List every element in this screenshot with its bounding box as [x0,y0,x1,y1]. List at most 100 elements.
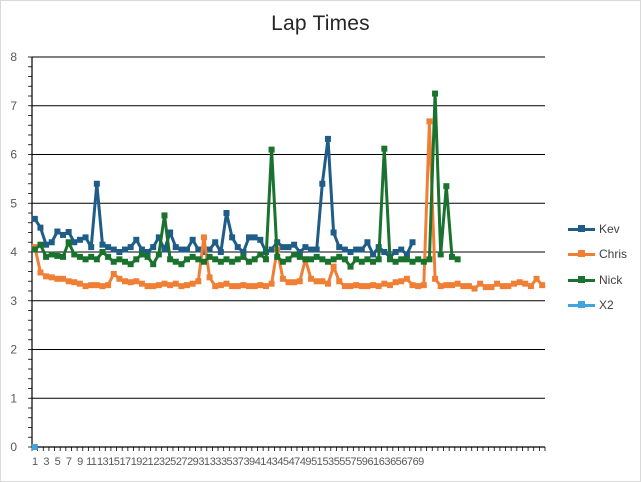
data-point [313,253,320,260]
data-point [358,283,365,290]
data-point [133,256,140,263]
x-tick-label: 5 [55,456,61,468]
data-point [426,256,433,263]
data-point [246,234,253,241]
data-point [313,278,320,285]
data-point [262,283,269,290]
data-point [448,282,455,289]
data-point [420,282,427,289]
data-point [116,256,123,263]
data-point [279,244,286,251]
x-tick-label: 23 [153,456,165,468]
data-point [274,253,281,260]
data-point [285,244,292,251]
data-point [76,236,83,243]
data-point [291,251,298,258]
data-point [432,275,439,282]
data-point [43,253,50,260]
data-point [336,278,343,285]
x-tick-label: 45 [277,456,289,468]
x-tick-label: 55 [334,456,346,468]
data-point [172,258,179,265]
x-tick-label: 53 [322,456,334,468]
data-point [206,253,213,260]
data-point [178,283,185,290]
data-point [133,236,140,243]
data-point [234,244,241,251]
x-tick-label: 61 [368,456,380,468]
data-point [71,251,78,258]
data-point [217,258,224,265]
chart-title: Lap Times [271,12,370,35]
data-point [296,278,303,285]
data-point [240,282,247,289]
data-point [88,282,95,289]
y-tick-label: 3 [10,294,17,308]
data-point [358,258,365,265]
data-point [262,256,269,263]
data-point [415,283,422,290]
data-point [330,256,337,263]
data-point [144,249,151,255]
data-point [324,135,331,142]
data-point [291,279,298,286]
data-point [358,246,365,253]
data-point [184,282,191,289]
data-point [398,246,405,253]
data-point [127,279,134,286]
data-point [279,275,286,282]
data-point [144,253,151,260]
data-point [65,278,72,285]
data-point [161,246,168,253]
y-tick-label: 8 [10,50,17,64]
data-point [522,280,529,287]
x-tick-label: 41 [255,456,267,468]
data-point [150,283,157,290]
data-point [257,251,264,258]
data-point [93,180,100,187]
data-point [381,249,388,255]
data-point [71,239,78,246]
data-point [122,246,129,253]
data-point [189,280,196,287]
data-point [200,249,207,255]
data-point [71,279,78,286]
data-point [482,284,489,291]
data-point [110,270,117,277]
x-tick-label: 1 [32,456,38,468]
x-tick-label: 9 [77,456,83,468]
data-point [353,246,360,253]
data-point [138,246,145,253]
x-tick-label: 39 [244,456,256,468]
data-point [150,244,157,251]
data-point [138,251,145,258]
y-tick-label: 6 [10,148,17,162]
data-point [189,253,196,260]
data-point [48,239,55,246]
data-point [302,256,309,263]
x-tick-label: 13 [97,456,109,468]
series-x2 [31,444,38,450]
data-point [178,246,185,253]
data-point [437,283,444,290]
gridlines [32,56,545,399]
legend-label: X2 [599,298,614,313]
data-point [60,275,67,282]
data-point [240,249,247,255]
data-point [341,256,348,263]
data-point [246,283,253,290]
data-point [296,249,303,255]
x-tick-label: 21 [142,456,154,468]
data-point [234,283,241,290]
data-point [336,253,343,260]
data-point [31,215,38,222]
data-point [392,249,399,255]
data-point [43,241,50,248]
x-tick-label: 65 [390,456,402,468]
data-point [200,258,207,265]
data-point [302,244,309,251]
data-point [167,282,174,289]
data-point [409,282,416,289]
data-point [403,251,410,258]
data-point [285,256,292,263]
